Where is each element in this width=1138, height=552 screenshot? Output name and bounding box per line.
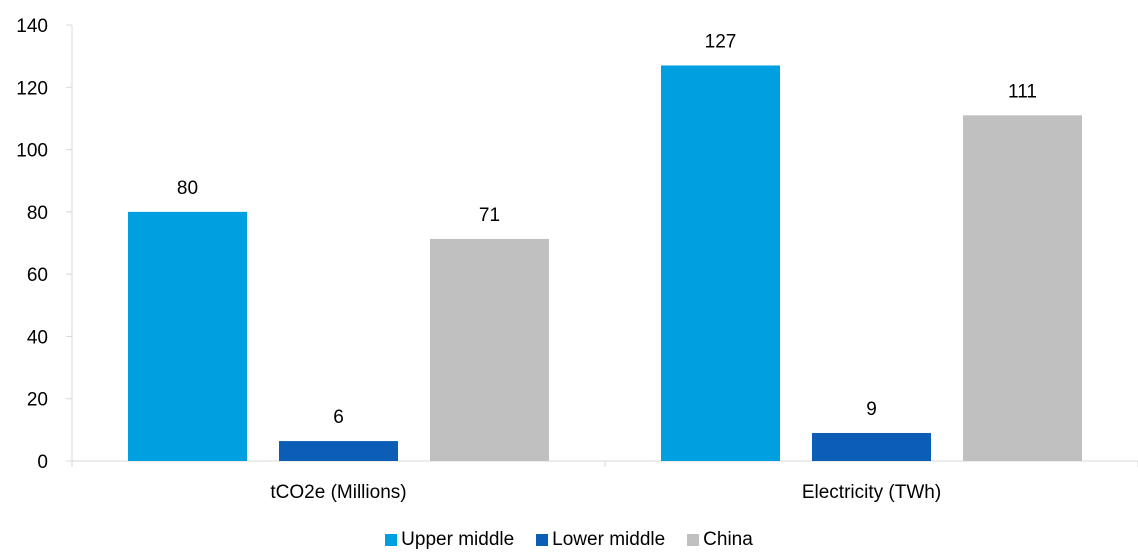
y-tick-label: 60 — [27, 265, 48, 286]
legend-item-lower-middle: Lower middle — [536, 529, 665, 551]
category-labels: tCO2e (Millions) Electricity (TWh) — [270, 482, 941, 503]
y-tick-label: 120 — [16, 78, 48, 99]
bar-china-tco2e-millions — [430, 238, 549, 461]
category-label-electricity-twh: Electricity (TWh) — [802, 482, 941, 503]
y-tick-label: 0 — [37, 452, 48, 473]
category-label-tco2e-millions: tCO2e (Millions) — [270, 482, 406, 503]
y-tick-label: 20 — [27, 390, 48, 411]
y-tick-label: 80 — [27, 203, 48, 224]
y-tick-label: 40 — [27, 327, 48, 348]
x-axis — [71, 460, 1138, 467]
data-label-lower-middle-electricity-twh: 9 — [866, 399, 877, 420]
bar-upper-middle-electricity-twh — [661, 65, 780, 461]
bar-china-electricity-twh — [963, 115, 1082, 462]
legend: Upper middle Lower middle China — [0, 528, 1138, 552]
bar-lower-middle-tco2e-millions — [279, 441, 398, 461]
legend-swatch-lower-middle — [536, 534, 549, 546]
y-axis: 0 20 40 60 80 100 120 140 — [16, 16, 73, 473]
y-tick-label: 140 — [16, 16, 48, 37]
data-label-china-tco2e-millions: 71 — [479, 205, 500, 226]
bar-chart: 0 20 40 60 80 100 120 140 80 6 71 127 9 111 tCO2e (M… — [16, 16, 1138, 503]
legend-swatch-china — [687, 534, 700, 546]
data-label-upper-middle-electricity-twh: 127 — [705, 31, 737, 52]
legend-label-china: China — [703, 529, 753, 550]
legend-item-china: China — [687, 529, 753, 551]
legend-label-lower-middle: Lower middle — [552, 529, 666, 550]
legend-swatch-upper-middle — [385, 534, 398, 546]
legend-label-upper-middle: Upper middle — [401, 529, 515, 550]
data-label-lower-middle-tco2e-millions: 6 — [333, 407, 344, 428]
data-labels: 80 6 71 127 9 111 — [177, 31, 1037, 428]
y-tick-label: 100 — [16, 141, 48, 162]
legend-item-upper-middle: Upper middle — [385, 529, 514, 551]
data-label-china-electricity-twh: 111 — [1008, 81, 1037, 102]
data-label-upper-middle-tco2e-millions: 80 — [177, 178, 198, 199]
bar-upper-middle-tco2e-millions — [128, 211, 247, 461]
bars — [128, 65, 1082, 462]
bar-lower-middle-electricity-twh — [812, 432, 931, 461]
